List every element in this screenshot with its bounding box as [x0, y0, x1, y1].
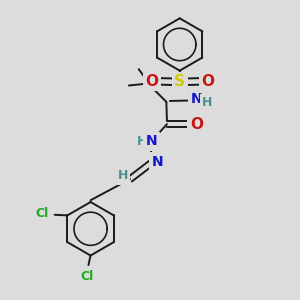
Text: O: O: [190, 117, 203, 132]
Text: Cl: Cl: [35, 206, 48, 220]
Text: H: H: [118, 169, 128, 182]
Text: N: N: [190, 92, 202, 106]
Text: O: O: [145, 74, 158, 89]
Text: S: S: [174, 74, 185, 89]
Text: H: H: [136, 135, 147, 148]
Text: H: H: [202, 96, 213, 109]
Text: O: O: [201, 74, 214, 89]
Text: N: N: [146, 134, 157, 148]
Text: Cl: Cl: [80, 270, 94, 283]
Text: N: N: [152, 155, 163, 169]
